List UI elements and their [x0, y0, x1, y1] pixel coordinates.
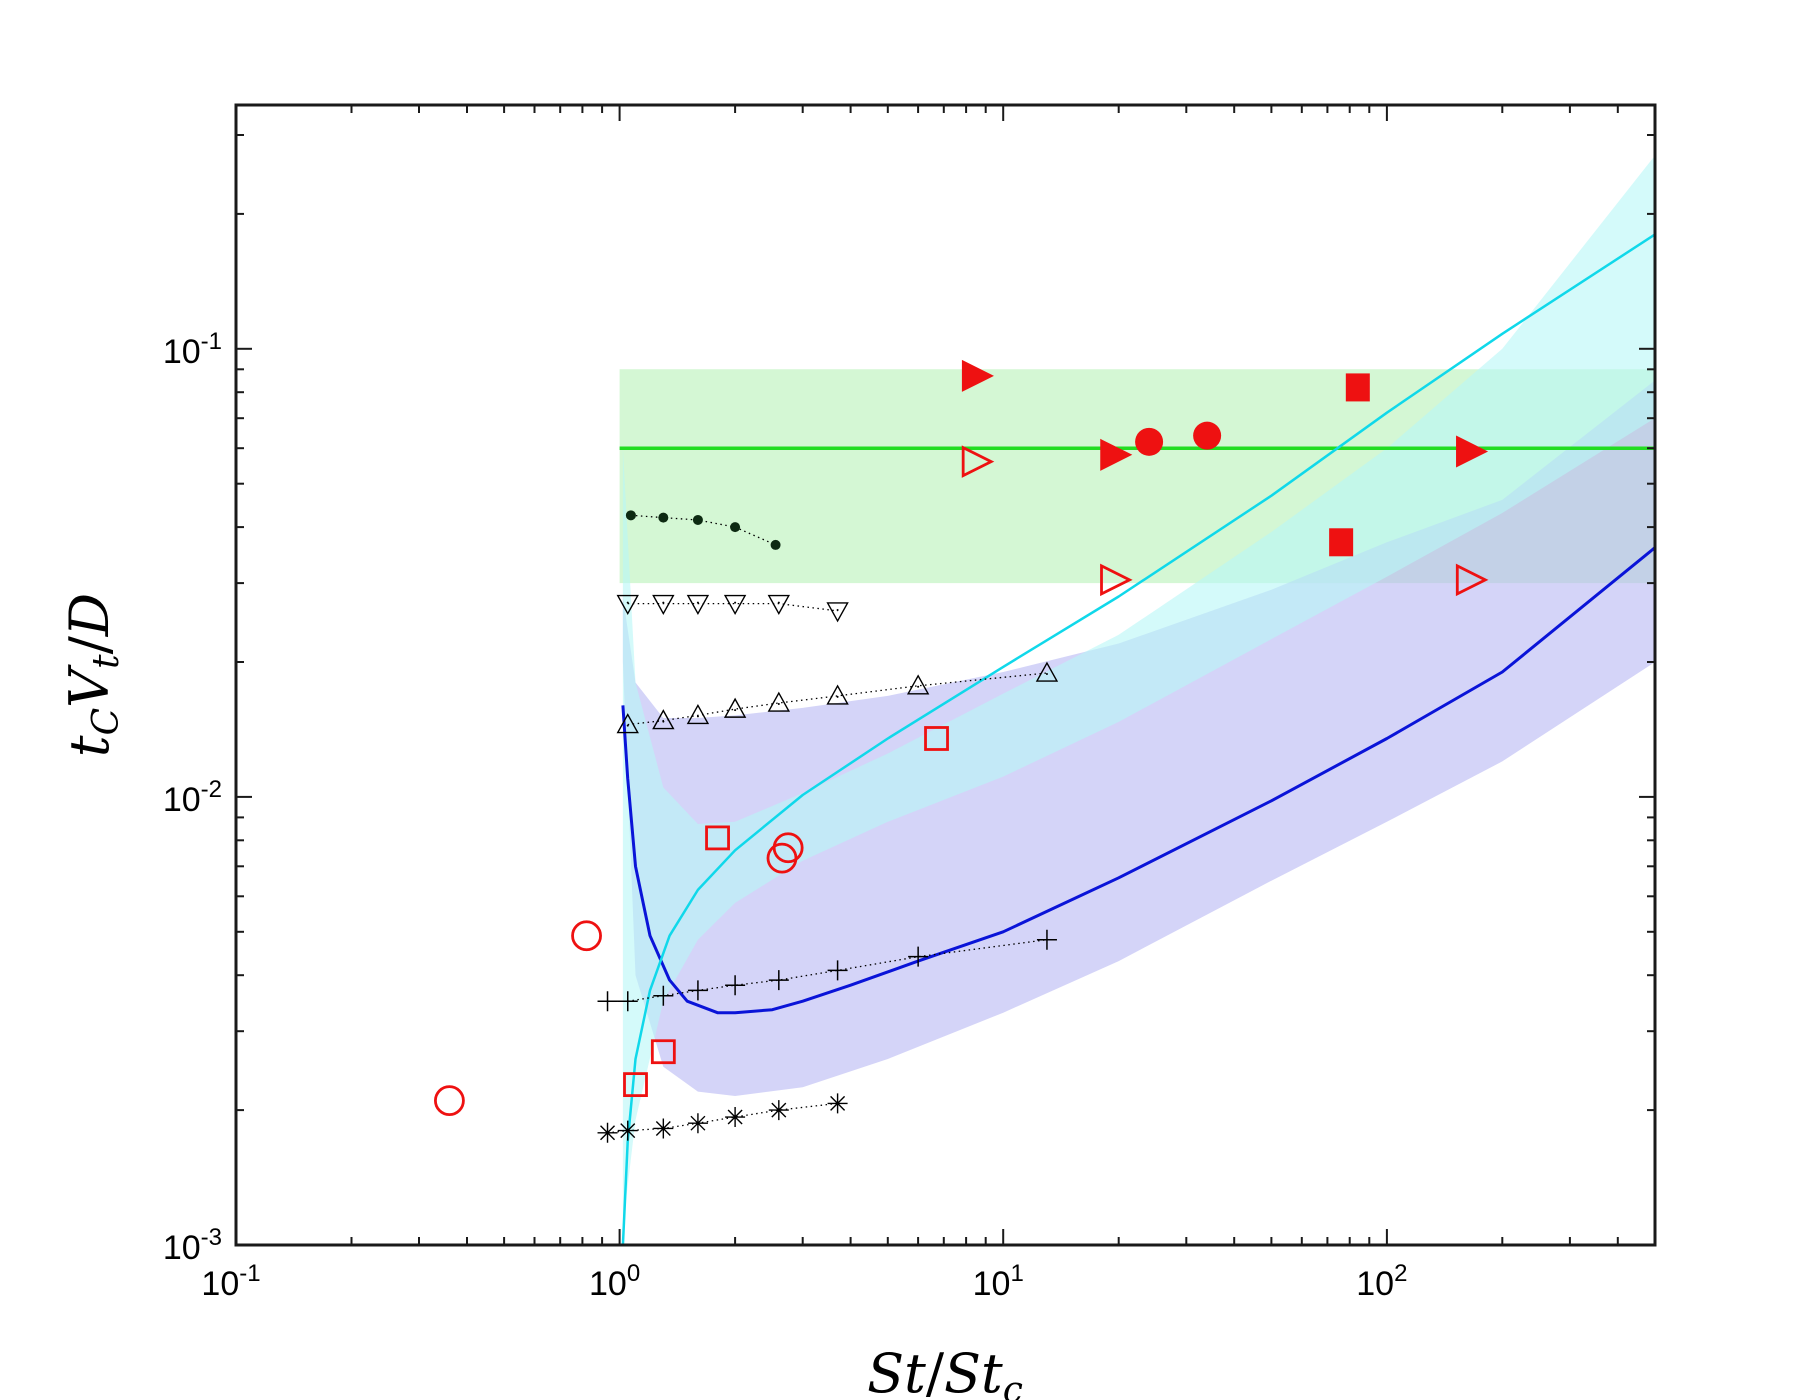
- open-square-series-point: [924, 726, 949, 751]
- triangle-up-series-point: [1035, 661, 1059, 682]
- filled-triangle-right-series: [961, 359, 1489, 471]
- triangle-down-series-point: [652, 594, 675, 616]
- triangle-down-series-point: [686, 594, 710, 616]
- triangle-up-series-point: [686, 703, 710, 725]
- filled-square-series: [1329, 373, 1370, 557]
- plus-series: [597, 929, 1057, 1012]
- triangle-down-series-point: [723, 594, 747, 616]
- filled-triangle-right-series-point: [1100, 438, 1133, 471]
- filled-circle-series: [1135, 421, 1222, 456]
- star-series-point: [597, 1122, 618, 1143]
- x-axis-title: St/Stc: [867, 1342, 1023, 1400]
- triangle-up-series-point: [767, 691, 791, 712]
- open-square-series-point: [650, 1039, 676, 1065]
- open-circle-series-point: [434, 1085, 465, 1117]
- y-tick-label: 10-2: [163, 776, 222, 819]
- plus-series-point: [597, 991, 618, 1012]
- y-axis-title: tCVt/D: [58, 593, 127, 757]
- open-triangle-right-series-point: [961, 445, 995, 478]
- triangle-down-series-point: [767, 594, 791, 616]
- plus-series-point: [908, 946, 929, 967]
- x-tick-label: 102: [1356, 1260, 1407, 1303]
- star-series-point: [827, 1093, 848, 1114]
- filled-triangle-right-series-point: [1456, 435, 1489, 468]
- y-tick-label: 10-1: [163, 328, 222, 371]
- dot-series-point: [770, 539, 781, 550]
- x-tick-label: 100: [589, 1260, 640, 1303]
- star-series-point: [687, 1113, 708, 1134]
- open-triangle-right-series-point: [1455, 563, 1489, 597]
- plus-series-point: [827, 960, 848, 981]
- dot-series-point: [730, 522, 741, 533]
- star-series-point: [725, 1107, 746, 1128]
- y-tick-label: 10-3: [163, 1224, 222, 1267]
- triangle-up-series-point: [906, 674, 930, 695]
- star-series-point: [617, 1120, 638, 1141]
- triangle-up-series: [616, 661, 1059, 734]
- open-circle-series: [434, 832, 804, 1117]
- open-circle-series-point: [571, 920, 602, 952]
- open-square-series: [623, 726, 949, 1098]
- dot-series-point: [625, 510, 636, 521]
- plus-series-point: [687, 980, 708, 1001]
- plus-series-point: [725, 975, 746, 996]
- star-series: [597, 1093, 848, 1143]
- confidence-bands: [619, 155, 1655, 1227]
- open-square-series-point: [705, 825, 730, 851]
- triangle-down-series-point: [616, 594, 639, 616]
- star-series-point: [768, 1100, 789, 1121]
- plus-series-point: [1036, 929, 1057, 950]
- plot-frame: [234, 103, 1657, 1247]
- dot-series-point: [658, 512, 669, 523]
- x-tick-label: 101: [973, 1260, 1024, 1303]
- triangle-up-series-point: [826, 684, 849, 705]
- open-triangle-right-series-point: [1100, 563, 1133, 597]
- filled-circle-series-point: [1193, 421, 1222, 450]
- triangle-down-series-line: [627, 602, 838, 612]
- x-tick-label: 10-1: [201, 1260, 260, 1303]
- dot-series-point: [692, 514, 703, 525]
- data-series: [434, 359, 1489, 1143]
- plus-series-point: [617, 991, 638, 1012]
- cyan-band: [622, 155, 1655, 1227]
- open-square-series-point: [623, 1072, 648, 1098]
- triangle-up-series-point: [616, 713, 639, 734]
- blue-curve: [621, 546, 1655, 1015]
- triangle-up-series-point: [652, 709, 675, 730]
- plus-series-point: [653, 985, 674, 1006]
- plus-series-point: [768, 970, 789, 991]
- triangle-down-series-point: [826, 602, 849, 623]
- open-triangle-right-series: [961, 445, 1489, 597]
- dot-series: [625, 510, 781, 550]
- triangle-up-series-line: [627, 672, 1048, 726]
- star-series-point: [653, 1118, 674, 1139]
- filled-triangle-right-series-point: [961, 359, 994, 392]
- open-circle-series-point: [772, 832, 804, 864]
- cyan-curve: [621, 233, 1655, 1245]
- triangle-down-series: [616, 594, 849, 623]
- filled-circle-series-point: [1135, 427, 1164, 456]
- filled-square-series-point: [1345, 373, 1370, 402]
- triangle-up-series-point: [723, 697, 747, 718]
- filled-square-series-point: [1329, 528, 1354, 557]
- tick-labels: 10-1 100 101 102 10-3 10-2 10-1: [163, 328, 1408, 1303]
